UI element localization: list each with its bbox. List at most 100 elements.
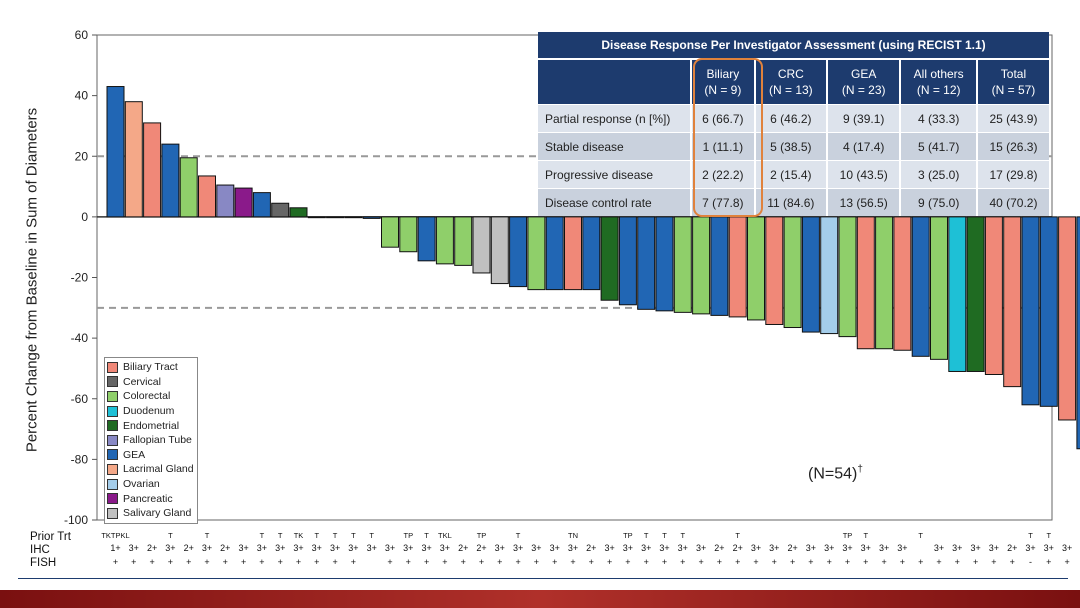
prior-value: T	[735, 531, 740, 540]
bar	[801, 216, 820, 333]
fish-value: +	[772, 557, 777, 567]
table-cell: 15 (26.3)	[975, 132, 1049, 161]
fish-value: +	[296, 557, 301, 567]
ihc-value: 3+	[165, 543, 175, 553]
table-header-cell: All others (N = 12)	[899, 58, 977, 105]
table-header-cell: Total (N = 57)	[975, 58, 1049, 105]
bar	[875, 216, 894, 350]
table-cell: 5 (38.5)	[753, 132, 827, 161]
legend: Biliary Tract Cervical Colorectal Duodenum E…	[104, 357, 198, 524]
bar	[893, 216, 912, 351]
legend-label: GEA	[123, 448, 146, 461]
legend-swatch	[107, 376, 118, 388]
ihc-value: 3+	[367, 543, 377, 553]
legend-item: Biliary Tract	[107, 360, 195, 375]
table-body: Partial response (n [%]) 6 (66.7) 6 (46.2)…	[538, 104, 1049, 216]
table-cell: 13 (56.5)	[825, 188, 901, 216]
ihc-value: 3+	[861, 543, 871, 553]
legend-swatch	[107, 478, 118, 490]
legend-swatch	[107, 390, 118, 402]
table-title: Disease Response Per Investigator Assess…	[538, 32, 1049, 59]
y-axis-title: Percent Change from Baseline in Sum of D…	[23, 107, 41, 453]
bar	[1039, 216, 1058, 407]
ihc-value: 2+	[733, 543, 743, 553]
column-n: (N = 13)	[768, 83, 813, 97]
bar	[966, 216, 985, 372]
fish-value: +	[534, 557, 539, 567]
fish-value: +	[955, 557, 960, 567]
column-n: (N = 9)	[704, 83, 742, 97]
ihc-value: 3+	[623, 543, 633, 553]
legend-label: Pancreatic	[123, 492, 173, 505]
bar	[838, 216, 857, 338]
legend-swatch	[107, 493, 118, 505]
prior-value: T	[315, 531, 320, 540]
bar	[509, 216, 528, 288]
column-n: (N = 12)	[916, 83, 961, 97]
table-cell: 6 (66.7)	[690, 104, 755, 133]
ihc-value: 3+	[842, 543, 852, 553]
ihc-value: 2+	[458, 543, 468, 553]
bar	[710, 216, 729, 316]
ihc-value: 3+	[202, 543, 212, 553]
table-cell: 1 (11.1)	[690, 132, 755, 161]
legend-swatch	[107, 420, 118, 432]
table-cell: 25 (43.9)	[975, 104, 1049, 133]
legend-item: Pancreatic	[107, 491, 195, 506]
bar	[948, 216, 967, 372]
response-table: Disease Response Per Investigator Assess…	[538, 32, 1049, 216]
column-n: (N = 23)	[841, 83, 886, 97]
ihc-value: 3+	[440, 543, 450, 553]
fish-value: +	[900, 557, 905, 567]
prior-value: T	[205, 531, 210, 540]
prior-value: T	[864, 531, 869, 540]
fish-value: +	[881, 557, 886, 567]
fish-value: +	[717, 557, 722, 567]
bar	[984, 216, 1003, 375]
fish-value: +	[735, 557, 740, 567]
ihc-value: 2+	[147, 543, 157, 553]
bar	[637, 216, 656, 310]
prior-value: TN	[568, 531, 578, 540]
ihc-value: 3+	[312, 543, 322, 553]
prior-value: T	[662, 531, 667, 540]
table-row: Partial response (n [%]) 6 (66.7) 6 (46.2)…	[538, 104, 1049, 133]
fish-value: +	[351, 557, 356, 567]
prior-value: TKTPKL	[101, 531, 129, 540]
bar	[161, 143, 180, 218]
prior-value: T	[918, 531, 923, 540]
bar	[600, 216, 619, 301]
legend-swatch	[107, 463, 118, 475]
column-name: CRC	[777, 67, 804, 81]
ihc-value: 3+	[531, 543, 541, 553]
ihc-value: 1+	[110, 543, 120, 553]
fish-value: +	[936, 557, 941, 567]
fish-value: +	[204, 557, 209, 567]
column-name: Total	[1000, 67, 1027, 81]
ihc-value: 3+	[568, 543, 578, 553]
legend-item: Salivary Gland	[107, 506, 195, 521]
ihc-value: 3+	[550, 543, 560, 553]
fish-value: +	[186, 557, 191, 567]
table-cell: 3 (25.0)	[899, 160, 977, 189]
legend-label: Ovarian	[123, 478, 160, 491]
legend-swatch	[107, 507, 118, 519]
ihc-value: 3+	[513, 543, 523, 553]
fish-value: +	[991, 557, 996, 567]
bar	[728, 216, 747, 318]
fish-value: +	[149, 557, 154, 567]
row-label: Progressive disease	[538, 160, 691, 189]
fish-value: +	[406, 557, 411, 567]
bar	[106, 86, 125, 218]
ihc-value: 3+	[330, 543, 340, 553]
fish-value: +	[497, 557, 502, 567]
prior-value: TKL	[438, 531, 452, 540]
fish-value: +	[1046, 557, 1051, 567]
column-name: GEA	[851, 67, 877, 81]
prior-value: TP	[477, 531, 487, 540]
fish-value: +	[827, 557, 832, 567]
y-tick-label: -100	[64, 513, 88, 527]
fish-value: +	[753, 557, 758, 567]
bar	[399, 216, 418, 253]
bar	[362, 216, 381, 219]
